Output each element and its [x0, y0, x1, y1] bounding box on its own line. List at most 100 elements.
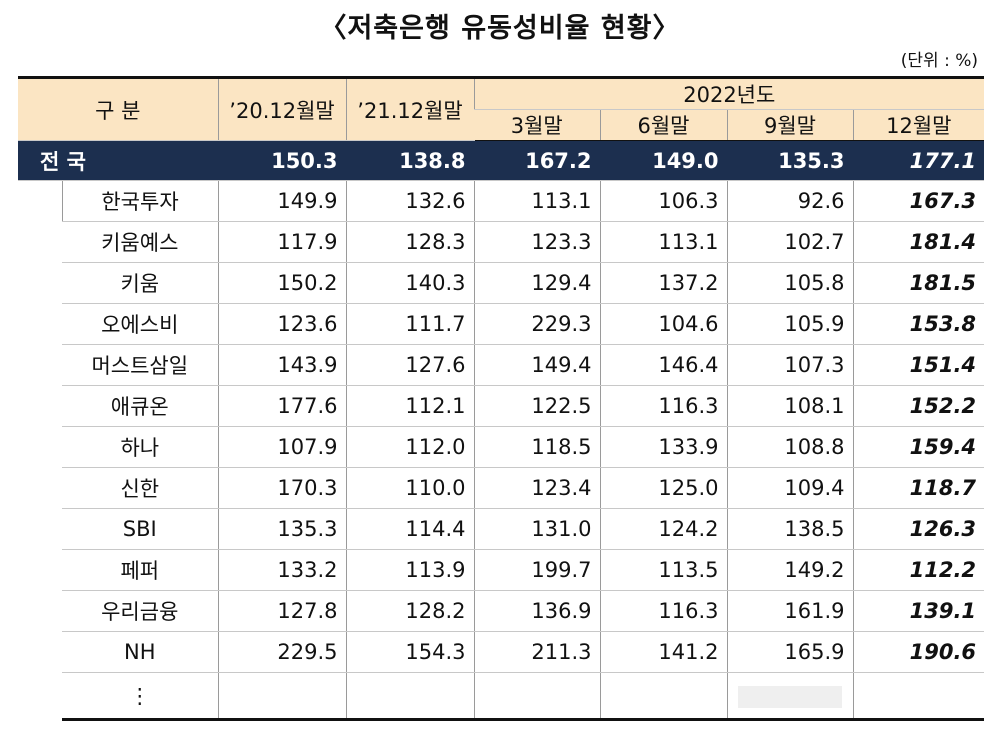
unit-note: (단위 : %) [900, 51, 978, 71]
value-cell: 199.7 [473, 549, 601, 591]
data-row: 키움예스 117.9 128.3 123.3 113.1 102.7 181.4 [18, 221, 985, 263]
data-row: SBI 135.3 114.4 131.0 124.2 138.5 126.3 [18, 508, 985, 550]
value-cell: 131.0 [473, 508, 601, 550]
row-label: 우리금융 [62, 590, 219, 632]
value-cell: 104.6 [599, 303, 728, 345]
value-cell: 177.6 [217, 385, 347, 427]
ellipsis: ⋮ [62, 672, 219, 721]
data-row: 한국투자 149.9 132.6 113.1 106.3 92.6 167.3 [18, 180, 985, 222]
total-row: 전 국 150.3 138.8 167.2 149.0 135.3 177.1 [18, 140, 985, 181]
value-cell: 161.9 [726, 590, 854, 632]
value-cell: 127.6 [345, 344, 475, 386]
value-cell: 124.2 [599, 508, 728, 550]
value-cell: 109.4 [726, 467, 854, 509]
header-cell: 구 분 [18, 76, 219, 141]
value-cell: 123.6 [217, 303, 347, 345]
value-cell: 123.4 [473, 467, 601, 509]
value-cell: 138.8 [345, 140, 475, 181]
row-label: 오에스비 [62, 303, 219, 345]
data-row: 우리금융 127.8 128.2 136.9 116.3 161.9 139.1 [18, 590, 985, 632]
value-cell: 116.3 [599, 385, 728, 427]
value-cell: 153.8 [852, 303, 985, 345]
value-cell: 118.5 [473, 426, 601, 468]
table-body: 전 국 150.3 138.8 167.2 149.0 135.3 177.1 한국투자 149… [18, 140, 985, 721]
empty-cell [726, 672, 854, 721]
row-label: 애큐온 [62, 385, 219, 427]
data-row: 페퍼 133.2 113.9 199.7 113.5 149.2 112.2 [18, 549, 985, 591]
placeholder [738, 685, 843, 708]
row-label: 신한 [62, 467, 219, 509]
value-cell: 107.3 [726, 344, 854, 386]
value-cell: 140.3 [345, 262, 475, 304]
value-cell: 165.9 [726, 631, 854, 673]
value-cell: 113.1 [599, 221, 728, 263]
value-cell: 135.3 [217, 508, 347, 550]
value-cell: 128.2 [345, 590, 475, 632]
value-cell: 141.2 [599, 631, 728, 673]
value-cell: 181.4 [852, 221, 985, 263]
data-row: 머스트삼일 143.9 127.6 149.4 146.4 107.3 151.4 [18, 344, 985, 386]
value-cell: 136.9 [473, 590, 601, 632]
value-cell: 125.0 [599, 467, 728, 509]
value-cell: 132.6 [345, 180, 475, 222]
data-row: 신한 170.3 110.0 123.4 125.0 109.4 118.7 [18, 467, 985, 509]
value-cell: 113.1 [473, 180, 601, 222]
blank-cell [18, 181, 62, 720]
data-row: 애큐온 177.6 112.1 122.5 116.3 108.1 152.2 [18, 385, 985, 427]
value-cell: 107.9 [217, 426, 347, 468]
value-cell: 135.3 [726, 140, 854, 181]
value-cell: 152.2 [852, 385, 985, 427]
value-cell: 170.3 [217, 467, 347, 509]
value-cell: 112.0 [345, 426, 475, 468]
title: 〈저축은행 유동성비율 현황〉 [319, 13, 681, 44]
value-cell: 149.0 [599, 140, 728, 181]
value-cell: 105.8 [726, 262, 854, 304]
row-label: 키움예스 [62, 221, 219, 263]
empty-cell [345, 672, 475, 721]
value-cell: 229.3 [473, 303, 601, 345]
value-cell: 114.4 [345, 508, 475, 550]
value-cell: 229.5 [217, 631, 347, 673]
value-cell: 149.4 [473, 344, 601, 386]
value-cell: 118.7 [852, 467, 985, 509]
header-cell: 3월말 [474, 109, 601, 141]
value-cell: 133.2 [217, 549, 347, 591]
row-label: 머스트삼일 [62, 344, 219, 386]
value-cell: 154.3 [345, 631, 475, 673]
value-cell: 150.2 [217, 262, 347, 304]
row-label: 하나 [62, 426, 219, 468]
value-cell: 138.5 [726, 508, 854, 550]
value-cell: 126.3 [852, 508, 985, 550]
empty-cell [217, 672, 347, 721]
data-row: NH 229.5 154.3 211.3 141.2 165.9 190.6 [18, 631, 985, 673]
header-cell: 6월말 [599, 109, 728, 141]
empty-cell [599, 672, 728, 721]
header-cell: 12월말 [852, 109, 985, 141]
header-cell: 9월말 [726, 109, 854, 141]
liquidity-table: 구 분 ’20.12월말 ’21.12월말 2022년도 3월말 6월말 9월말… [18, 76, 985, 721]
value-cell: 112.2 [852, 549, 985, 591]
value-cell: 133.9 [599, 426, 728, 468]
value-cell: 128.3 [345, 221, 475, 263]
value-cell: 116.3 [599, 590, 728, 632]
value-cell: 143.9 [217, 344, 347, 386]
value-cell: 167.2 [473, 140, 601, 181]
header-cell: ’21.12월말 [345, 76, 475, 141]
value-cell: 159.4 [852, 426, 985, 468]
row-label: 한국투자 [61, 180, 219, 222]
value-cell: 190.6 [852, 631, 985, 673]
data-row: 하나 107.9 112.0 118.5 133.9 108.8 159.4 [18, 426, 985, 468]
value-cell: 137.2 [599, 262, 728, 304]
value-cell: 211.3 [473, 631, 601, 673]
value-cell: 102.7 [726, 221, 854, 263]
value-cell: 123.3 [473, 221, 601, 263]
row-label: 키움 [62, 262, 219, 304]
value-cell: 113.5 [599, 549, 728, 591]
value-cell: 105.9 [726, 303, 854, 345]
value-cell: 113.9 [345, 549, 475, 591]
value-cell: 127.8 [217, 590, 347, 632]
row-label: 페퍼 [62, 549, 219, 591]
value-cell: 149.2 [726, 549, 854, 591]
header-row: 3월말 6월말 9월말 12월말 [18, 109, 985, 141]
